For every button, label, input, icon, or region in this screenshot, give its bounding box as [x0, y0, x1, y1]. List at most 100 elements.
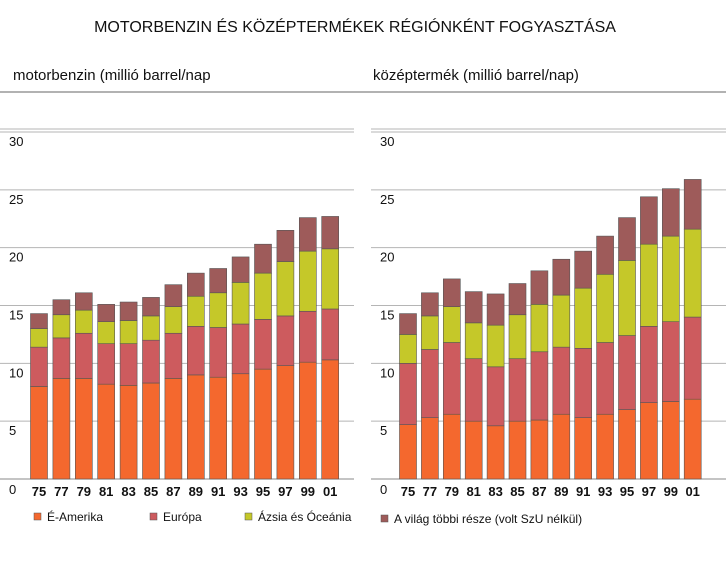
- legend-label: É-Amerika: [47, 509, 103, 524]
- bar-segment-asia-oceania: [142, 315, 160, 341]
- bar-segment-rest-of-world: [254, 243, 272, 274]
- bar-segment-rest-of-world: [399, 313, 417, 335]
- bar-segment-europe: [508, 358, 527, 422]
- bar-segment-asia-oceania: [464, 322, 483, 360]
- bar-segment-rest-of-world: [30, 313, 48, 329]
- bar-segment-europe: [209, 327, 227, 378]
- x-tick-label: 01: [323, 484, 337, 499]
- bar-segment-north-america: [30, 386, 48, 480]
- y-tick-label: 0: [9, 482, 16, 497]
- legend-item: A világ többi része (volt SzU nélkül): [380, 512, 582, 526]
- bar-segment-north-america: [209, 376, 227, 480]
- bar-segment-north-america: [254, 368, 272, 480]
- bar-segment-asia-oceania: [683, 228, 702, 318]
- x-tick-label: 89: [189, 484, 203, 499]
- bar-segment-north-america: [119, 385, 138, 480]
- x-tick-label: 83: [488, 484, 502, 499]
- legend-swatch: [33, 512, 42, 521]
- bar-segment-europe: [442, 342, 461, 415]
- bar-segment-north-america: [640, 402, 658, 480]
- bar-segment-europe: [421, 349, 439, 418]
- x-tick-label: 85: [144, 484, 158, 499]
- y-tick-label: 20: [380, 250, 394, 265]
- bar-segment-asia-oceania: [231, 282, 250, 325]
- legend-swatch: [149, 512, 158, 521]
- x-tick-label: 79: [77, 484, 91, 499]
- bar-segment-north-america: [596, 413, 614, 480]
- bar-segment-north-america: [442, 413, 461, 480]
- bar-segment-north-america: [464, 420, 483, 480]
- bar-segment-north-america: [661, 401, 680, 480]
- legend-swatch: [244, 512, 253, 521]
- panels: motorbenzin (millió barrel/nap 0 5 10 15 20 25…: [0, 67, 726, 499]
- y-tick-label: 10: [380, 365, 394, 380]
- bar-segment-rest-of-world: [574, 250, 593, 289]
- legend-item: Európa: [149, 510, 202, 524]
- bar-segment-north-america: [75, 378, 93, 480]
- bar-segment-rest-of-world: [640, 196, 658, 245]
- bar-segment-rest-of-world: [442, 278, 461, 307]
- x-tick-label: 01: [685, 484, 699, 499]
- x-tick-label: 87: [166, 484, 180, 499]
- y-tick-label: 5: [380, 423, 387, 438]
- bar-segment-north-america: [683, 398, 702, 480]
- bar-segment-asia-oceania: [321, 248, 340, 310]
- x-tick-label: 99: [664, 484, 678, 499]
- x-tick-label: 75: [401, 484, 415, 499]
- bar-segment-north-america: [421, 417, 439, 480]
- legend: É-Amerika Európa Ázsia és Óceánia A világ t…: [33, 509, 582, 526]
- bar-segment-north-america: [276, 365, 295, 480]
- x-tick-label: 91: [576, 484, 590, 499]
- bar-segment-north-america: [97, 383, 115, 480]
- bar-segment-rest-of-world: [164, 284, 183, 307]
- bar-segment-asia-oceania: [596, 273, 614, 343]
- bar-segment-north-america: [187, 374, 205, 480]
- x-tick-label: 81: [99, 484, 113, 499]
- bar-segment-rest-of-world: [552, 258, 571, 296]
- bar-segment-asia-oceania: [75, 309, 93, 334]
- bar-segment-asia-oceania: [552, 294, 571, 348]
- bar-segment-rest-of-world: [683, 179, 702, 230]
- y-tick-label: 15: [380, 308, 394, 323]
- bar-segment-europe: [30, 346, 48, 387]
- bar-segment-asia-oceania: [209, 292, 227, 328]
- legend-item: Ázsia és Óceánia: [244, 509, 352, 524]
- legend-label: Európa: [163, 510, 202, 524]
- y-tick-label: 15: [9, 308, 23, 323]
- legend-label: A világ többi része (volt SzU nélkül): [394, 512, 582, 526]
- bar-segment-europe: [119, 343, 138, 386]
- bar-segment-rest-of-world: [421, 292, 439, 317]
- bar-segment-europe: [231, 323, 250, 375]
- bar-segment-asia-oceania: [97, 321, 115, 344]
- bar-segment-north-america: [231, 373, 250, 480]
- bar-segment-asia-oceania: [276, 261, 295, 317]
- legend-item: É-Amerika: [33, 509, 103, 524]
- bar-segment-rest-of-world: [52, 299, 71, 316]
- legend-label: Ázsia és Óceánia: [258, 509, 352, 524]
- bar-segment-rest-of-world: [231, 256, 250, 283]
- bar-segment-asia-oceania: [640, 243, 658, 327]
- bar-segment-asia-oceania: [618, 260, 636, 336]
- bar-segment-rest-of-world: [209, 268, 227, 294]
- x-tick-label: 93: [598, 484, 612, 499]
- bar-segment-europe: [399, 363, 417, 425]
- y-tick-label: 5: [9, 423, 16, 438]
- bar-segment-asia-oceania: [421, 315, 439, 350]
- x-tick-label: 81: [466, 484, 480, 499]
- x-tick-label: 99: [301, 484, 315, 499]
- bar-segment-europe: [486, 366, 505, 427]
- x-tick-label: 93: [233, 484, 247, 499]
- x-tick-label: 95: [256, 484, 270, 499]
- chart-title: motorbenzin (millió barrel/nap: [13, 67, 211, 84]
- bar-segment-europe: [164, 332, 183, 379]
- bar-segment-asia-oceania: [52, 314, 71, 339]
- bar-segment-europe: [464, 358, 483, 422]
- bar-segment-europe: [321, 308, 340, 361]
- bar-segment-europe: [596, 342, 614, 415]
- bar-segment-asia-oceania: [574, 287, 593, 349]
- y-tick-label: 30: [9, 134, 23, 149]
- bar-segment-europe: [97, 343, 115, 385]
- x-tick-label: 89: [554, 484, 568, 499]
- bar-segment-north-america: [552, 413, 571, 480]
